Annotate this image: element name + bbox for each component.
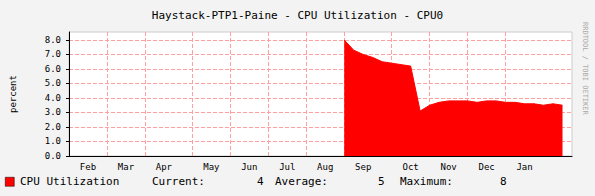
svg-text:RRDTOOL / TOBI OETIKER: RRDTOOL / TOBI OETIKER	[581, 22, 589, 116]
svg-text:1.0: 1.0	[45, 136, 61, 146]
svg-text:Oct: Oct	[403, 162, 419, 172]
svg-text:Jun: Jun	[241, 162, 257, 172]
svg-text:Aug: Aug	[317, 162, 333, 172]
svg-text:6.0: 6.0	[45, 64, 61, 74]
svg-text:Mar: Mar	[118, 162, 135, 172]
svg-text:8.0: 8.0	[45, 35, 61, 45]
svg-text:Dec: Dec	[478, 162, 494, 172]
svg-text:Sep: Sep	[355, 162, 371, 172]
svg-text:CPU Utilization: CPU Utilization	[20, 175, 119, 188]
svg-text:5: 5	[378, 175, 385, 188]
svg-text:8: 8	[500, 175, 507, 188]
svg-text:2.0: 2.0	[45, 122, 61, 132]
svg-text:3.0: 3.0	[45, 107, 61, 117]
svg-text:7.0: 7.0	[45, 49, 61, 59]
svg-text:Haystack-PTP1-Paine - CPU Util: Haystack-PTP1-Paine - CPU Utilization - …	[152, 9, 443, 22]
svg-text:Feb: Feb	[80, 162, 96, 172]
svg-text:4.0: 4.0	[45, 93, 61, 103]
svg-text:Jul: Jul	[279, 162, 295, 172]
svg-text:Jan: Jan	[516, 162, 532, 172]
svg-text:Apr: Apr	[156, 162, 173, 172]
svg-text:4: 4	[257, 175, 264, 188]
svg-text:Nov: Nov	[440, 162, 456, 172]
svg-text:Average:: Average:	[275, 175, 328, 188]
svg-text:0.0: 0.0	[45, 151, 61, 161]
svg-text:Maximum:: Maximum:	[400, 175, 453, 188]
svg-text:percent: percent	[8, 75, 18, 113]
svg-text:Current:: Current:	[152, 175, 205, 188]
svg-text:May: May	[203, 162, 220, 172]
svg-text:5.0: 5.0	[45, 78, 61, 88]
